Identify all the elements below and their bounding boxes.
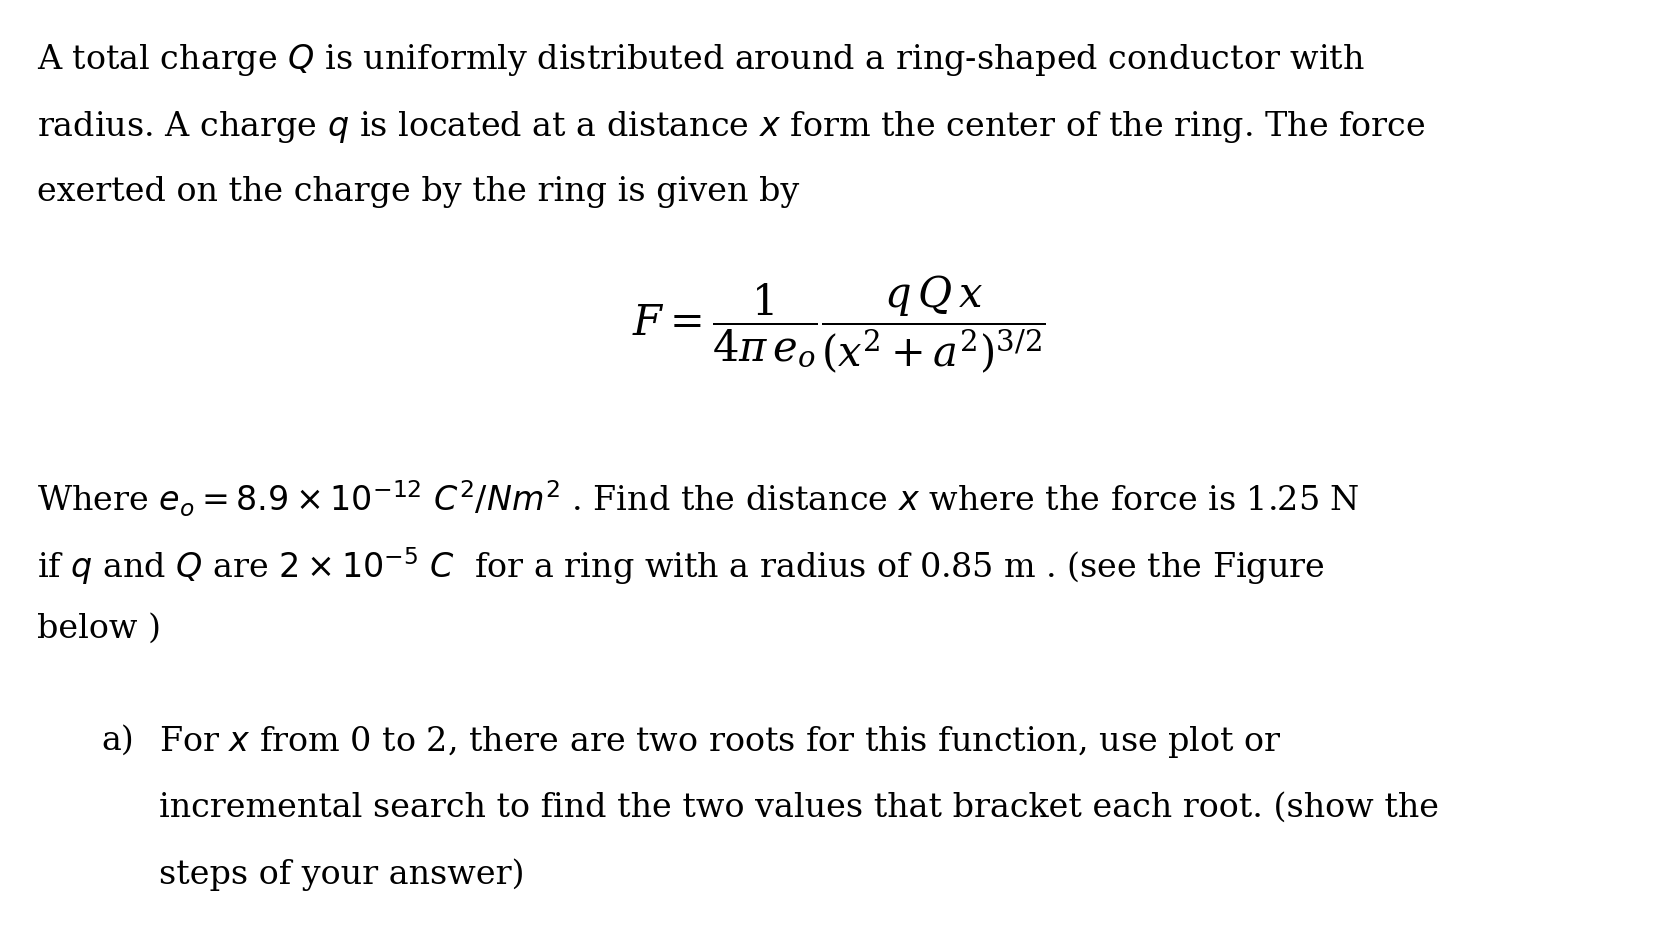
Text: steps of your answer): steps of your answer) <box>159 858 525 891</box>
Text: exerted on the charge by the ring is given by: exerted on the charge by the ring is giv… <box>37 176 799 208</box>
Text: A total charge $Q$ is uniformly distributed around a ring-shaped conductor with: A total charge $Q$ is uniformly distribu… <box>37 42 1364 78</box>
Text: if $q$ and $Q$ are $2 \times 10^{-5}$ $C$  for a ring with a radius of 0.85 m . : if $q$ and $Q$ are $2 \times 10^{-5}$ $C… <box>37 546 1324 587</box>
Text: Where $e_o = 8.9 \times 10^{-12}$ $C^2/Nm^2$ . Find the distance $x$ where the f: Where $e_o = 8.9 \times 10^{-12}$ $C^2/N… <box>37 479 1359 519</box>
Text: incremental search to find the two values that bracket each root. (show the: incremental search to find the two value… <box>159 791 1440 823</box>
Text: radius. A charge $q$ is located at a distance $x$ form the center of the ring. T: radius. A charge $q$ is located at a dis… <box>37 109 1425 145</box>
Text: below ): below ) <box>37 613 161 644</box>
Text: $F = \dfrac{1}{4\pi\, e_o} \dfrac{q\,Q\,x}{(x^2 + a^2)^{3/2}}$: $F = \dfrac{1}{4\pi\, e_o} \dfrac{q\,Q\,… <box>633 274 1045 376</box>
Text: a): a) <box>101 724 134 756</box>
Text: For $x$ from 0 to 2, there are two roots for this function, use plot or: For $x$ from 0 to 2, there are two roots… <box>159 724 1282 761</box>
